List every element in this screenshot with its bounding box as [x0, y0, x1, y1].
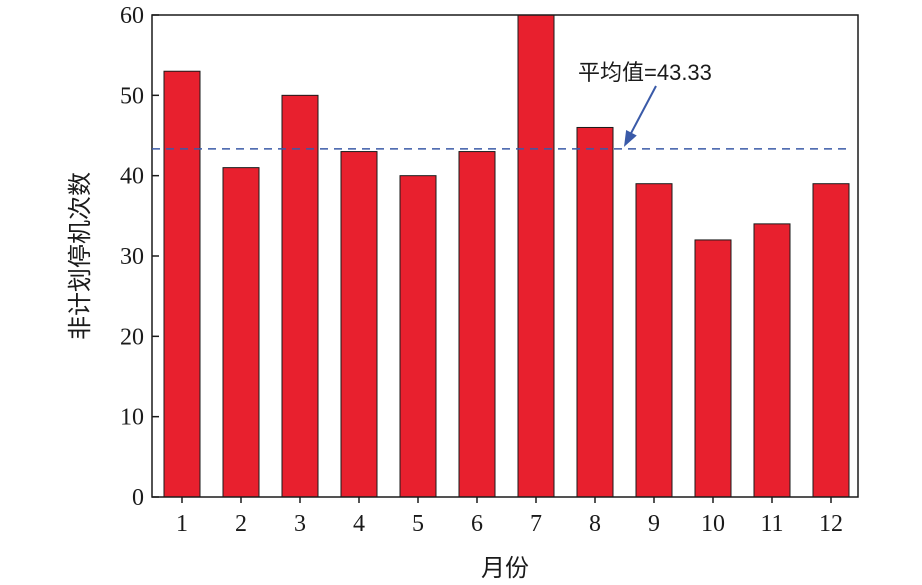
x-tick-label: 8	[589, 511, 601, 537]
x-tick-label: 3	[294, 511, 306, 537]
y-ticks-group: 0 10 20 30 40 50 60	[120, 3, 159, 511]
y-tick-label: 40	[120, 164, 144, 190]
bar-5	[399, 175, 437, 498]
y-tick-label: 30	[120, 244, 144, 270]
bar-6	[458, 151, 496, 498]
x-tick-label: 9	[648, 511, 660, 537]
x-axis-title: 月份	[481, 554, 529, 582]
bar-1	[163, 70, 201, 498]
x-ticks-group: 1 2 3 4 5 6 7 8 9 10 11 12	[176, 497, 843, 537]
bars-group	[163, 14, 850, 498]
average-arrow	[627, 85, 657, 140]
y-tick-label: 0	[132, 485, 144, 511]
x-tick-label: 7	[530, 511, 542, 537]
bar-11	[753, 223, 791, 498]
bar-2	[222, 167, 260, 498]
y-tick-label: 60	[120, 3, 144, 29]
bar-9	[635, 183, 673, 498]
bar-12	[812, 183, 850, 498]
bar-4	[340, 151, 378, 498]
average-label: 平均值=43.33	[578, 60, 712, 85]
y-tick-label: 50	[120, 83, 144, 109]
y-tick-label: 10	[120, 405, 144, 431]
x-tick-label: 12	[819, 511, 843, 537]
x-tick-label: 2	[235, 511, 247, 537]
bar-7	[517, 14, 555, 498]
y-tick-label: 20	[120, 324, 144, 350]
bar-8	[576, 126, 614, 498]
x-tick-label: 6	[471, 511, 483, 537]
average-arrowhead	[624, 129, 637, 147]
x-tick-label: 5	[412, 511, 424, 537]
x-tick-label: 4	[353, 511, 365, 537]
x-tick-label: 11	[760, 511, 783, 537]
y-axis-title: 非计划停机次数	[66, 172, 94, 340]
x-tick-label: 10	[701, 511, 725, 537]
x-tick-label: 1	[176, 511, 188, 537]
bar-3	[281, 94, 319, 498]
bar-10	[694, 239, 732, 498]
